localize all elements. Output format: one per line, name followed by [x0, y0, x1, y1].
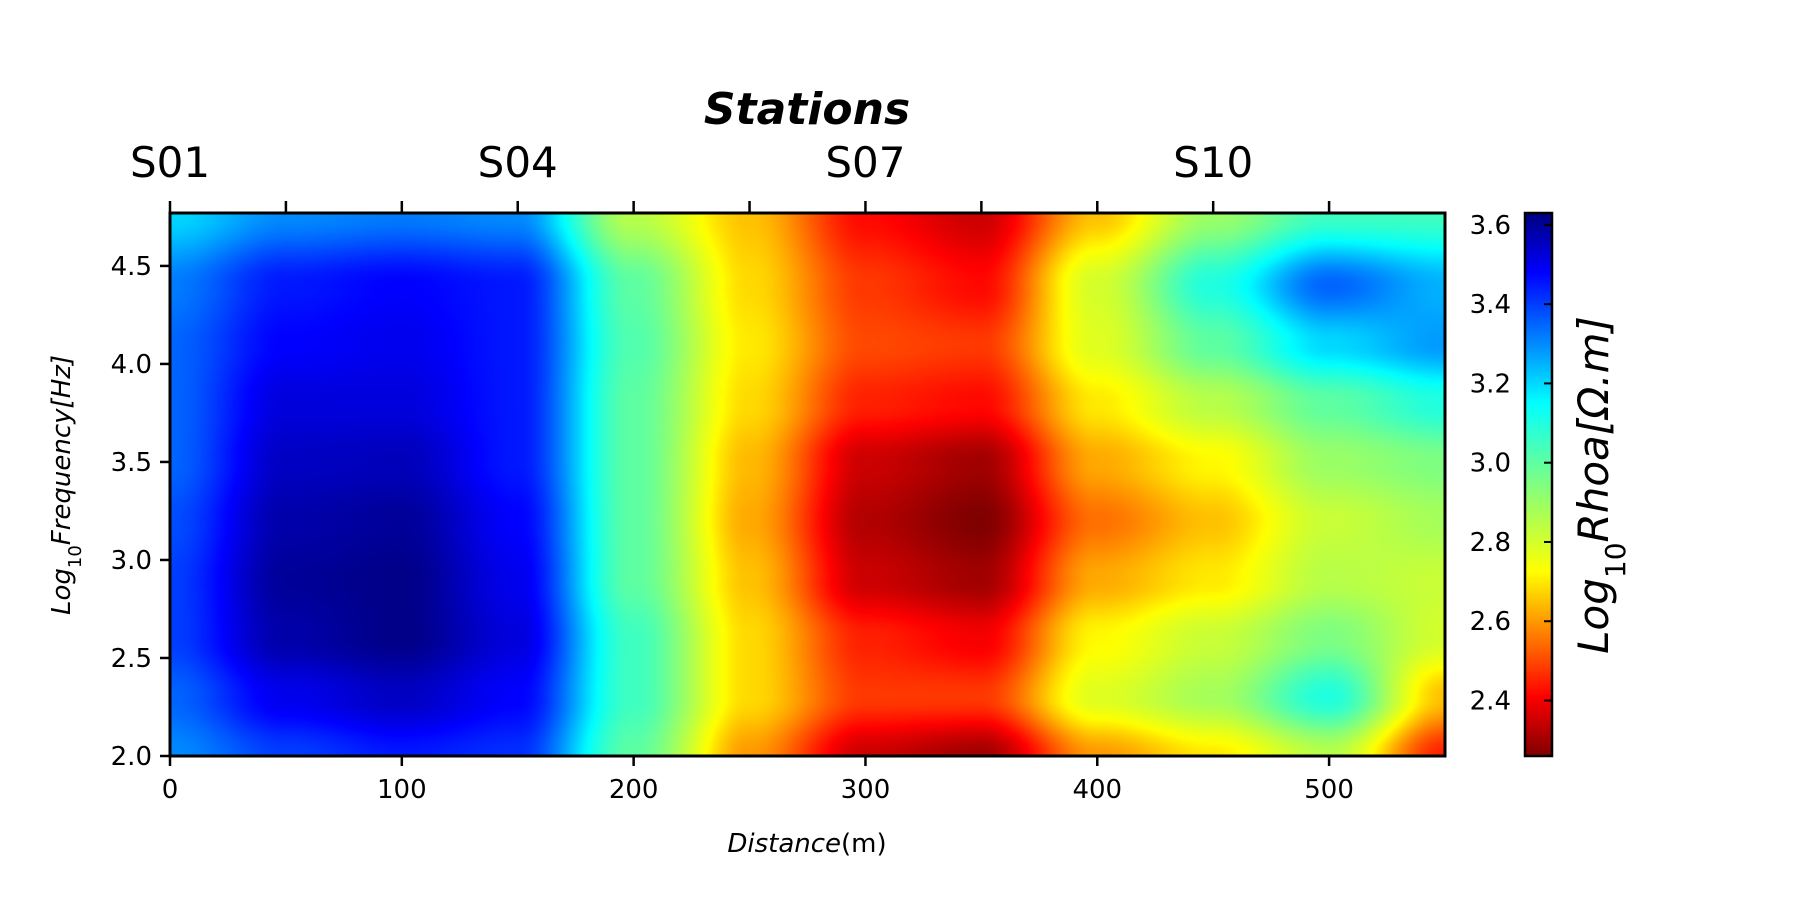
- colorbar-tick-label: 2.6: [1470, 607, 1511, 637]
- y-tick-label: 2.0: [111, 742, 152, 772]
- y-tick-label: 3.5: [111, 448, 152, 478]
- x-tick-label: 0: [162, 775, 179, 805]
- station-label: S04: [478, 138, 558, 187]
- plot-frame: [168, 211, 1447, 758]
- station-label: S01: [130, 138, 210, 187]
- colorbar-tick-label: 2.4: [1470, 687, 1511, 717]
- colorbar-title-prefix: Log: [1569, 578, 1618, 654]
- heatmap-plot-area: [170, 213, 1445, 756]
- y-axis: 2.0 2.5 3.0 3.5 4.0 4.5: [111, 252, 170, 772]
- x-tick-label: 300: [841, 775, 891, 805]
- colorbar-title-sub: 10: [1599, 542, 1632, 578]
- x-tick-label: 500: [1304, 775, 1354, 805]
- x-axis: 0 100 200 300 400 500: [162, 756, 1354, 805]
- x-axis-title: Distance(m): [727, 829, 886, 859]
- colorbar-tick-label: 3.0: [1470, 449, 1511, 479]
- chart-title: Stations: [704, 84, 910, 135]
- colorbar: [1523, 211, 1554, 758]
- y-tick-label: 2.5: [111, 644, 152, 674]
- y-axis-title: Log10Frequency[Hz]: [47, 355, 86, 615]
- colorbar-title: Log10Rhoa[Ω.m]: [1569, 316, 1632, 654]
- colorbar-tick-label: 3.6: [1470, 211, 1511, 241]
- x-axis-title-base: Distance: [727, 829, 841, 859]
- y-tick-label: 4.5: [111, 252, 152, 282]
- colorbar-tick-label: 3.2: [1470, 369, 1511, 399]
- y-axis-title-sub: 10: [65, 545, 86, 568]
- x-tick-label: 400: [1072, 775, 1122, 805]
- station-label: S07: [825, 138, 905, 187]
- x-tick-label: 100: [377, 775, 427, 805]
- y-tick-label: 3.0: [111, 546, 152, 576]
- colorbar-tick-label: 2.8: [1470, 528, 1511, 558]
- colorbar-title-rest: Rhoa[Ω.m]: [1569, 316, 1618, 542]
- x-axis-title-unit: (m): [841, 829, 887, 859]
- station-label: S10: [1173, 138, 1253, 187]
- heatmap-image: [170, 213, 1445, 756]
- y-axis-title-prefix: Log: [47, 568, 77, 615]
- y-axis-title-rest: Frequency[Hz]: [47, 355, 77, 545]
- x-tick-label: 200: [609, 775, 659, 805]
- y-tick-label: 4.0: [111, 350, 152, 380]
- station-axis: S01 S04 S07 S10: [130, 138, 1331, 213]
- colorbar-tick-label: 3.4: [1470, 290, 1511, 320]
- colorbar-axis: 2.4 2.6 2.8 3.0 3.2 3.4 3.6: [1470, 211, 1552, 717]
